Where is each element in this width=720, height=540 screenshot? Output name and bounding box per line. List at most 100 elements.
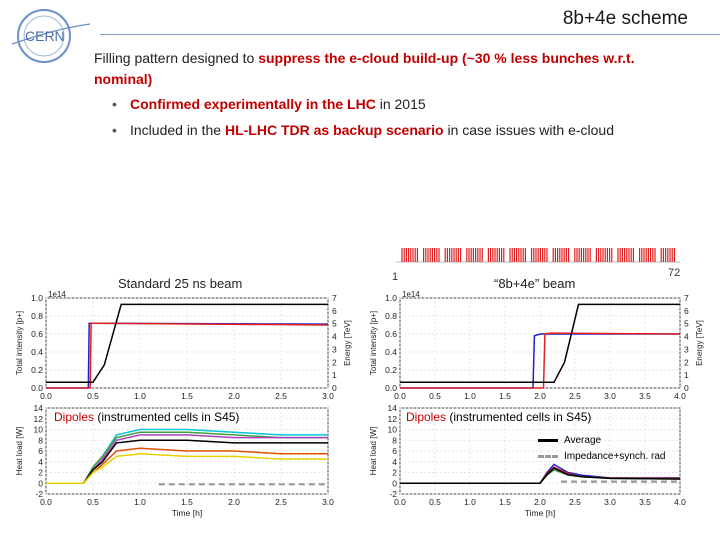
x-tick-label: 1.5: [181, 391, 193, 400]
y-tick-label: 14: [34, 403, 44, 413]
y-tick-label: 0: [38, 478, 43, 488]
y-tick-label: 2: [392, 468, 397, 478]
series-line: [46, 303, 328, 383]
x-tick-label: 2.5: [569, 391, 581, 400]
y-tick-label: 4: [38, 457, 43, 467]
y-tick-label: 10: [388, 425, 398, 435]
series-line: [400, 303, 680, 383]
bullet-2: • Included in the HL-LHC TDR as backup sc…: [112, 122, 614, 138]
y-tick-label: 0.6: [31, 329, 43, 339]
y2-tick-label: 0: [684, 383, 689, 393]
x-tick-label: 0.5: [429, 391, 441, 400]
bullet-dot: •: [112, 96, 117, 112]
legend-item-impedance: Impedance+synch. rad: [538, 449, 665, 465]
y-tick-label: 6: [38, 446, 43, 456]
y-tick-label: 0.0: [385, 383, 397, 393]
y2-tick-label: 2: [684, 357, 689, 367]
y-tick-label: 1.0: [31, 293, 43, 303]
y2-tick-label: 3: [684, 344, 689, 354]
y-axis-label: Total intensity [p+]: [369, 311, 378, 375]
y2-tick-label: 3: [332, 344, 337, 354]
y-tick-label: 10: [34, 425, 44, 435]
y2-tick-label: 0: [332, 383, 337, 393]
bullet-1: • Confirmed experimentally in the LHC in …: [112, 96, 426, 112]
y-axis-label: Heat load [W]: [369, 427, 378, 475]
x-tick-label: 0.5: [429, 497, 441, 507]
intro-prefix: Filling pattern designed to: [94, 50, 259, 66]
x-tick-label: 4.0: [674, 391, 686, 400]
x-axis-label: Time [h]: [172, 508, 202, 518]
bullet-2-rest: in case issues with e-cloud: [443, 122, 614, 138]
x-tick-label: 1.0: [134, 497, 146, 507]
bullet-1-highlight: Confirmed experimentally in the LHC: [130, 96, 376, 112]
left-caption: Standard 25 ns beam: [118, 276, 243, 291]
y2-axis-label: Energy [TeV]: [343, 320, 352, 366]
bullet-1-rest: in 2015: [375, 96, 426, 112]
cern-logo-text: CERN: [25, 28, 65, 44]
right-caption: “8b+4e” beam: [494, 276, 576, 291]
heatload-legend: Average Impedance+synch. rad: [538, 433, 665, 465]
x-tick-label: 1.5: [499, 391, 511, 400]
right-dipole-label: Dipoles (instrumented cells in S45): [406, 410, 592, 424]
y-tick-label: 8: [38, 435, 43, 445]
y2-tick-label: 4: [684, 332, 689, 342]
left-dipole-label-red: Dipoles: [54, 410, 95, 424]
y-tick-label: 4: [392, 457, 397, 467]
x-tick-label: 3.0: [322, 391, 334, 400]
y-tick-label: 0.0: [31, 383, 43, 393]
y2-tick-label: 7: [332, 293, 337, 303]
y-tick-label: 0.2: [385, 365, 397, 375]
y-tick-label: 0.8: [31, 311, 43, 321]
y2-tick-label: 2: [332, 357, 337, 367]
y-tick-label: 0.8: [385, 311, 397, 321]
x-tick-label: 1.5: [181, 497, 193, 507]
right-dipole-label-red: Dipoles: [406, 410, 447, 424]
x-tick-label: 2.0: [228, 497, 240, 507]
y-tick-label: 0: [392, 478, 397, 488]
left-dipole-label-rest: (instrumented cells in S45): [94, 410, 240, 424]
strip-start-label: 1: [392, 271, 398, 283]
bullet-2-prefix: Included in the: [130, 122, 225, 138]
y2-tick-label: 5: [684, 319, 689, 329]
intro-text: Filling pattern designed to suppress the…: [94, 48, 694, 90]
bullet-2-highlight: HL-LHC TDR as backup scenario: [224, 122, 444, 138]
x-tick-label: 1.0: [464, 497, 476, 507]
x-tick-label: 2.0: [534, 497, 546, 507]
y-axis-label: Heat load [W]: [15, 427, 24, 475]
x-tick-label: 1.5: [499, 497, 511, 507]
x-axis-label: Time [h]: [525, 508, 555, 518]
y2-tick-label: 4: [332, 332, 337, 342]
y2-axis-label: Energy [TeV]: [695, 320, 704, 366]
x-tick-label: 0.5: [87, 497, 99, 507]
x-tick-label: 2.5: [275, 497, 287, 507]
x-tick-label: 4.0: [674, 497, 686, 507]
x-tick-label: 2.5: [275, 391, 287, 400]
bullet-dot: •: [112, 122, 117, 138]
y-tick-label: 0.2: [31, 365, 43, 375]
legend-label-average: Average: [564, 435, 602, 446]
x-tick-label: 1.0: [134, 391, 146, 400]
slide-title: 8b+4e scheme: [562, 8, 688, 29]
x-tick-label: 0.0: [40, 391, 52, 400]
y-tick-label: -2: [35, 489, 43, 499]
y2-tick-label: 5: [332, 319, 337, 329]
y2-tick-label: 1: [332, 370, 337, 380]
legend-swatch-average: [538, 438, 558, 442]
x-tick-label: 3.0: [322, 497, 334, 507]
x-tick-label: 0.5: [87, 391, 99, 400]
x-tick-label: 3.5: [639, 497, 651, 507]
left-dipole-label: Dipoles (instrumented cells in S45): [54, 410, 240, 424]
y2-tick-label: 7: [684, 293, 689, 303]
x-tick-label: 3.0: [604, 391, 616, 400]
x-tick-label: 2.0: [228, 391, 240, 400]
series-line: [46, 431, 328, 485]
cern-logo: CERN: [11, 9, 91, 63]
legend-swatch-impedance: [538, 454, 558, 458]
y-tick-label: -2: [389, 489, 397, 499]
y-tick-label: 2: [38, 468, 43, 478]
left-intensity-chart: 0.0 0.5 1.0 1.5 2.0 2.5 3.0 0.0 0.2 0.4 0.6 0.8 1.0 0…: [15, 290, 352, 400]
x-tick-label: 3.0: [604, 497, 616, 507]
y-tick-label: 1.0: [385, 293, 397, 303]
right-intensity-chart: 0.0 0.5 1.0 1.5 2.0 2.5 3.0 3.5 4.0 0.0 0.2 0.4 0.6 0…: [369, 290, 704, 400]
series-line: [400, 332, 681, 389]
